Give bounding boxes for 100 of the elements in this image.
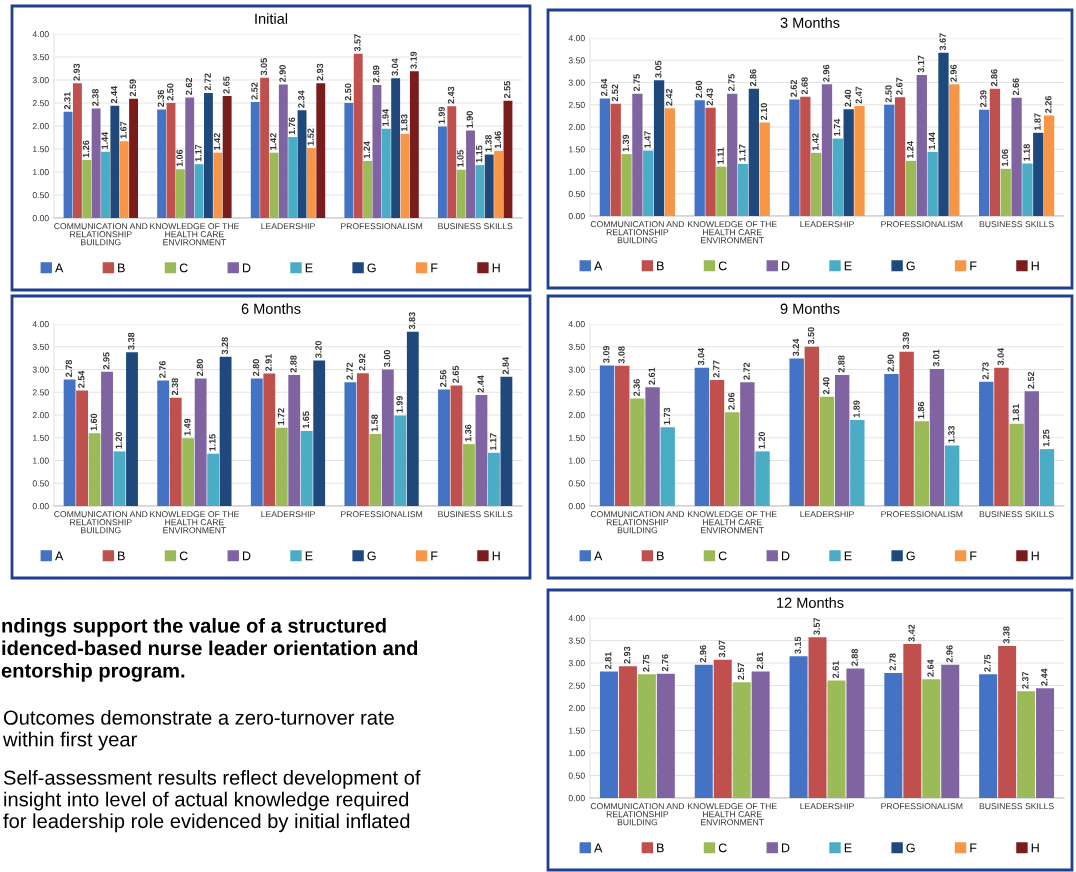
x-tick-label: BUSINESS SKILLS	[979, 803, 1054, 810]
data-label: 2.92	[358, 353, 366, 371]
bar	[978, 109, 990, 216]
bar	[1033, 132, 1044, 216]
bar	[664, 108, 676, 216]
legend-label: A	[594, 261, 603, 271]
bar	[694, 367, 710, 506]
legend-label: C	[179, 263, 188, 273]
bar	[929, 369, 945, 506]
bar	[175, 169, 185, 218]
bar	[372, 85, 382, 218]
data-label: 1.44	[928, 132, 935, 150]
y-tick-label: 3.00	[568, 660, 585, 667]
data-label: 2.90	[279, 65, 286, 82]
bar	[182, 438, 195, 506]
y-tick-label: 0.50	[568, 772, 585, 779]
data-label: 2.64	[927, 659, 934, 677]
legend-label: B	[118, 551, 125, 561]
bar	[610, 103, 621, 216]
data-label: 1.46	[494, 131, 502, 148]
legend-label: A	[55, 551, 64, 561]
chart-title: 9 Months	[780, 303, 840, 314]
data-label: 3.00	[383, 350, 391, 368]
bar	[914, 421, 929, 506]
x-tick-label: KNOWLEDGE OF THE HEALTH CARE ENVIRONMENT	[688, 803, 777, 826]
bar	[998, 645, 1017, 798]
y-tick-label: 3.50	[568, 637, 585, 644]
data-label: 1.42	[269, 133, 277, 150]
x-tick-label: KNOWLEDGE OF THE HEALTH CARE ENVIRONMENT	[688, 511, 777, 534]
data-label: 3.04	[391, 58, 399, 76]
bar	[894, 97, 906, 216]
data-label: 2.44	[477, 375, 484, 393]
chart-title: 3 Months	[780, 17, 840, 28]
bar	[381, 369, 394, 506]
bar	[129, 98, 139, 218]
data-label: 2.93	[623, 646, 631, 664]
bar	[811, 152, 822, 216]
data-label: 1.60	[90, 413, 97, 431]
legend-label: B	[657, 551, 664, 561]
legend-label: F	[970, 261, 977, 271]
legend-label: E	[844, 843, 852, 853]
data-label: 3.17	[917, 55, 925, 73]
legend-label: E	[305, 551, 313, 561]
data-label: 2.43	[706, 88, 713, 106]
y-tick-label: 4.00	[32, 31, 49, 38]
bar	[632, 93, 643, 216]
legend-label: D	[243, 551, 251, 561]
data-label: 1.42	[213, 133, 221, 150]
legend-label: C	[718, 551, 727, 561]
y-tick-label: 3.00	[32, 366, 49, 373]
data-label: 2.96	[950, 64, 957, 82]
data-label: 2.65	[452, 365, 459, 383]
bar	[705, 107, 716, 216]
bar	[475, 394, 488, 506]
bar	[938, 52, 949, 216]
data-label: 1.36	[464, 424, 472, 442]
data-label: 2.76	[159, 360, 166, 378]
data-label: 2.72	[743, 362, 750, 380]
x-tick-label: BUSINESS SKILLS	[979, 511, 1054, 518]
bar	[637, 674, 656, 798]
y-tick-label: 3.50	[32, 343, 49, 350]
bar	[615, 365, 630, 506]
bar	[1011, 97, 1022, 216]
data-label: 2.65	[223, 76, 230, 94]
legend-label: B	[118, 263, 125, 273]
bar	[884, 104, 895, 216]
data-label: 2.31	[64, 92, 71, 110]
bar	[381, 128, 391, 218]
y-tick-label: 2.50	[568, 389, 585, 396]
data-label: 2.34	[298, 90, 305, 108]
legend-label: B	[657, 261, 664, 271]
bar	[1022, 163, 1033, 216]
data-label: 2.75	[633, 74, 640, 92]
data-label: 1.17	[490, 433, 497, 450]
data-label: 1.17	[739, 144, 746, 162]
bar	[709, 379, 725, 506]
data-label: 3.15	[794, 636, 801, 654]
data-label: 3.67	[939, 33, 946, 51]
data-label: 3.57	[354, 34, 361, 52]
data-label: 1.47	[644, 131, 651, 148]
y-tick-label: 3.50	[32, 54, 49, 61]
data-label: 2.75	[984, 654, 991, 672]
data-label: 1.94	[382, 108, 389, 126]
chart-title: Initial	[255, 13, 288, 24]
legend-label: D	[782, 843, 790, 853]
bar	[800, 96, 811, 216]
bar	[288, 137, 298, 218]
y-tick-label: 0.50	[568, 480, 585, 487]
data-label: 3.05	[655, 60, 662, 78]
bar	[755, 451, 770, 506]
bar	[1036, 688, 1055, 798]
data-label: 2.50	[167, 83, 174, 101]
bar	[599, 671, 618, 798]
legend-label: G	[906, 843, 915, 853]
data-label: 1.72	[277, 408, 285, 425]
bar	[789, 656, 808, 798]
bar	[653, 80, 665, 216]
bar	[113, 451, 126, 506]
data-label: 2.38	[92, 88, 99, 106]
y-tick-label: 1.50	[569, 434, 585, 441]
